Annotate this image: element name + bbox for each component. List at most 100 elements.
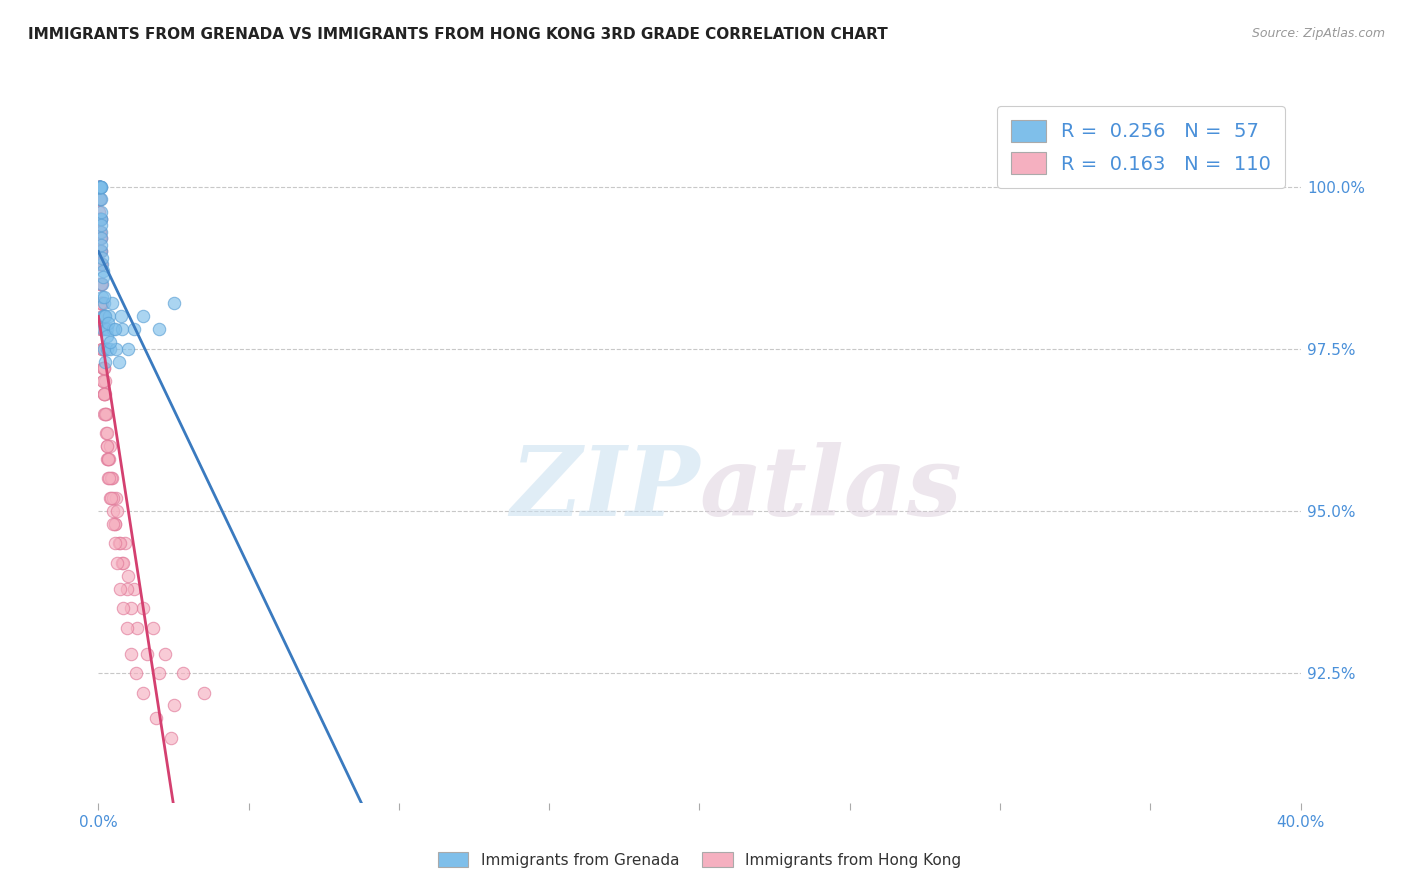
Point: [97, 471, 120, 485]
Point: [89, 211, 111, 226]
Point: [93, 387, 115, 401]
Point: [93, 290, 115, 304]
Point: [100, 342, 122, 356]
Point: [115, 621, 138, 635]
Point: [90, 310, 112, 324]
Point: [93, 361, 115, 376]
Point: [90, 296, 112, 310]
Point: [153, 647, 176, 661]
Point: [89, 193, 111, 207]
Point: [159, 731, 181, 745]
Point: [91, 310, 114, 324]
Point: [90, 257, 112, 271]
Point: [94, 425, 117, 440]
Point: [89, 179, 111, 194]
Point: [98, 452, 121, 467]
Point: [96, 439, 118, 453]
Point: [89, 211, 111, 226]
Point: [98, 471, 121, 485]
Point: [90, 277, 112, 291]
Point: [121, 601, 143, 615]
Text: IMMIGRANTS FROM GRENADA VS IMMIGRANTS FROM HONG KONG 3RD GRADE CORRELATION CHART: IMMIGRANTS FROM GRENADA VS IMMIGRANTS FR…: [28, 27, 887, 42]
Point: [89, 205, 111, 219]
Point: [97, 310, 120, 324]
Point: [90, 205, 112, 219]
Point: [94, 310, 117, 324]
Point: [89, 211, 111, 226]
Point: [89, 179, 111, 194]
Point: [89, 179, 111, 194]
Point: [162, 296, 184, 310]
Point: [93, 387, 115, 401]
Point: [90, 231, 112, 245]
Point: [96, 407, 118, 421]
Point: [91, 290, 114, 304]
Point: [91, 322, 114, 336]
Point: [87, 193, 110, 207]
Point: [91, 322, 114, 336]
Point: [101, 491, 124, 505]
Point: [93, 374, 115, 388]
Point: [135, 647, 157, 661]
Point: [89, 179, 111, 194]
Point: [91, 342, 114, 356]
Point: [90, 231, 112, 245]
Point: [89, 179, 111, 194]
Point: [89, 225, 111, 239]
Point: [91, 251, 114, 265]
Point: [90, 193, 112, 207]
Point: [90, 296, 112, 310]
Point: [105, 556, 128, 570]
Point: [101, 516, 124, 531]
Point: [89, 179, 111, 194]
Point: [90, 257, 112, 271]
Point: [89, 193, 111, 207]
Point: [89, 244, 111, 259]
Point: [115, 582, 138, 596]
Point: [132, 310, 155, 324]
Point: [91, 264, 114, 278]
Point: [90, 296, 112, 310]
Point: [193, 685, 215, 699]
Point: [89, 277, 111, 291]
Point: [96, 439, 118, 453]
Point: [103, 504, 125, 518]
Point: [87, 179, 110, 194]
Point: [117, 568, 139, 582]
Point: [96, 322, 118, 336]
Point: [93, 387, 115, 401]
Point: [89, 179, 111, 194]
Point: [91, 361, 114, 376]
Point: [100, 335, 122, 350]
Point: [91, 342, 114, 356]
Legend: Immigrants from Grenada, Immigrants from Hong Kong: Immigrants from Grenada, Immigrants from…: [432, 846, 967, 873]
Point: [132, 601, 155, 615]
Point: [90, 219, 112, 233]
Point: [89, 231, 111, 245]
Point: [104, 536, 127, 550]
Point: [111, 556, 134, 570]
Point: [90, 211, 112, 226]
Point: [108, 536, 131, 550]
Point: [89, 193, 111, 207]
Point: [104, 516, 127, 531]
Point: [110, 310, 132, 324]
Point: [90, 238, 112, 252]
Point: [91, 374, 114, 388]
Point: [89, 179, 111, 194]
Point: [125, 666, 148, 681]
Point: [148, 666, 170, 681]
Point: [91, 277, 114, 291]
Point: [89, 179, 111, 194]
Point: [93, 342, 115, 356]
Point: [89, 277, 111, 291]
Point: [89, 179, 111, 194]
Point: [91, 361, 114, 376]
Point: [117, 342, 139, 356]
Point: [91, 322, 114, 336]
Point: [124, 582, 146, 596]
Point: [112, 556, 135, 570]
Point: [101, 296, 124, 310]
Point: [89, 244, 111, 259]
Point: [91, 342, 114, 356]
